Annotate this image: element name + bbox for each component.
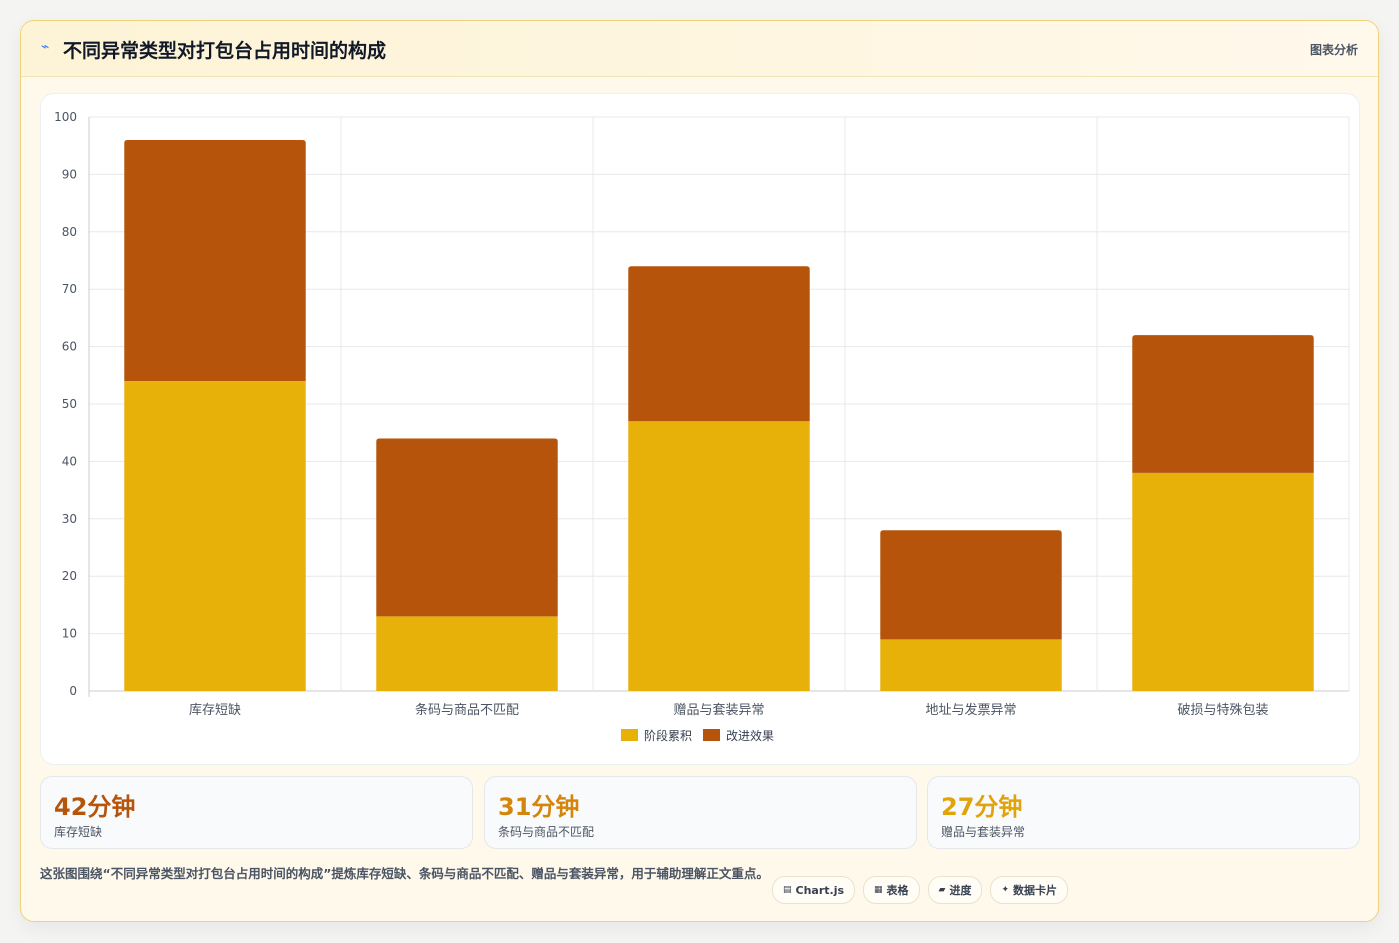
- chip-table[interactable]: ▦ 表格: [863, 876, 920, 904]
- x-tick-label: 破损与特殊包装: [1177, 703, 1268, 718]
- y-tick-label: 90: [62, 167, 77, 181]
- y-tick-label: 100: [54, 110, 77, 124]
- stat-card-3: 27分钟 赠品与套装异常: [927, 776, 1360, 849]
- chip-label: 表格: [886, 884, 909, 897]
- card-header: ⌁ 不同异常类型对打包台占用时间的构成 图表分析: [21, 21, 1378, 77]
- stat-value-1: 42分钟: [54, 793, 136, 821]
- x-tick-label: 条码与商品不匹配: [415, 702, 519, 718]
- legend-swatch-1: [621, 729, 638, 741]
- sparkle-icon: ✦: [1001, 885, 1010, 895]
- chart-container: 0 10 20 30 40 50 60 70 80 90 100 库存短缺 条码与商品不匹配 赠品与套装异…: [40, 93, 1360, 765]
- y-tick-label: 10: [62, 627, 77, 641]
- stat-label-1: 库存短缺: [54, 825, 103, 839]
- legend-label-1: 阶段累积: [644, 728, 692, 743]
- y-tick-label: 60: [62, 340, 77, 354]
- bar-2: [376, 438, 558, 617]
- chip-label: 数据卡片: [1013, 884, 1058, 897]
- y-tick-label: 80: [62, 225, 77, 239]
- chart-card: ⌁ 不同异常类型对打包台占用时间的构成 图表分析 0 10 20 30 40 50 60 70…: [20, 20, 1379, 922]
- bar-1: [1132, 472, 1314, 691]
- chip-chartjs[interactable]: ▤ Chart.js: [772, 876, 856, 904]
- stat-label-3: 赠品与套装异常: [941, 825, 1026, 839]
- chip-progress[interactable]: ▰ 进度: [927, 876, 983, 904]
- bar-1: [880, 639, 1062, 691]
- y-tick-label: 20: [62, 569, 77, 583]
- chip-label: Chart.js: [795, 883, 845, 897]
- x-tick-label: 地址与发票异常: [925, 702, 1016, 718]
- stat-card-1: 42分钟 库存短缺: [40, 776, 473, 849]
- stat-label-2: 条码与商品不匹配: [498, 825, 595, 839]
- chip-label: 进度: [949, 884, 972, 897]
- chart-description: 这张图围绕“不同异常类型对打包台占用时间的构成”提炼库存短缺、条码与商品不匹配、…: [40, 866, 769, 881]
- chart-icon: ▤: [783, 885, 792, 895]
- chart-line-icon: ⌁: [41, 39, 50, 55]
- stat-value-2: 31分钟: [498, 793, 580, 821]
- progress-icon: ▰: [938, 885, 946, 895]
- y-tick-label: 0: [69, 684, 77, 698]
- stacked-bar-chart: 0 10 20 30 40 50 60 70 80 90 100 库存短缺 条码与商品不匹配 赠品与套装异…: [54, 110, 1350, 743]
- bar-1: [628, 421, 810, 691]
- card-title: 不同异常类型对打包台占用时间的构成: [63, 40, 387, 62]
- table-icon: ▦: [874, 885, 883, 895]
- bar-1: [376, 616, 558, 691]
- bar-1: [124, 381, 306, 691]
- bar-2: [628, 266, 810, 422]
- y-tick-label: 70: [62, 282, 77, 296]
- x-tick-label: 库存短缺: [189, 702, 241, 718]
- stat-value-3: 27分钟: [941, 793, 1023, 821]
- bar-2: [1132, 335, 1314, 473]
- legend-swatch-2: [703, 729, 720, 741]
- y-tick-label: 50: [62, 397, 77, 411]
- bar-2: [124, 139, 306, 382]
- stat-card-2: 31分钟 条码与商品不匹配: [484, 776, 917, 849]
- x-tick-label: 赠品与套装异常: [673, 702, 764, 718]
- bar-2: [880, 530, 1062, 640]
- legend-label-2: 改进效果: [726, 728, 774, 743]
- chip-data-card[interactable]: ✦ 数据卡片: [990, 876, 1069, 904]
- y-tick-label: 40: [62, 454, 77, 468]
- chart-analysis-tag: 图表分析: [1309, 43, 1358, 57]
- chip-row: ▤ Chart.js ▦ 表格 ▰ 进度 ✦ 数据卡片: [772, 876, 1069, 904]
- y-tick-label: 30: [62, 512, 77, 526]
